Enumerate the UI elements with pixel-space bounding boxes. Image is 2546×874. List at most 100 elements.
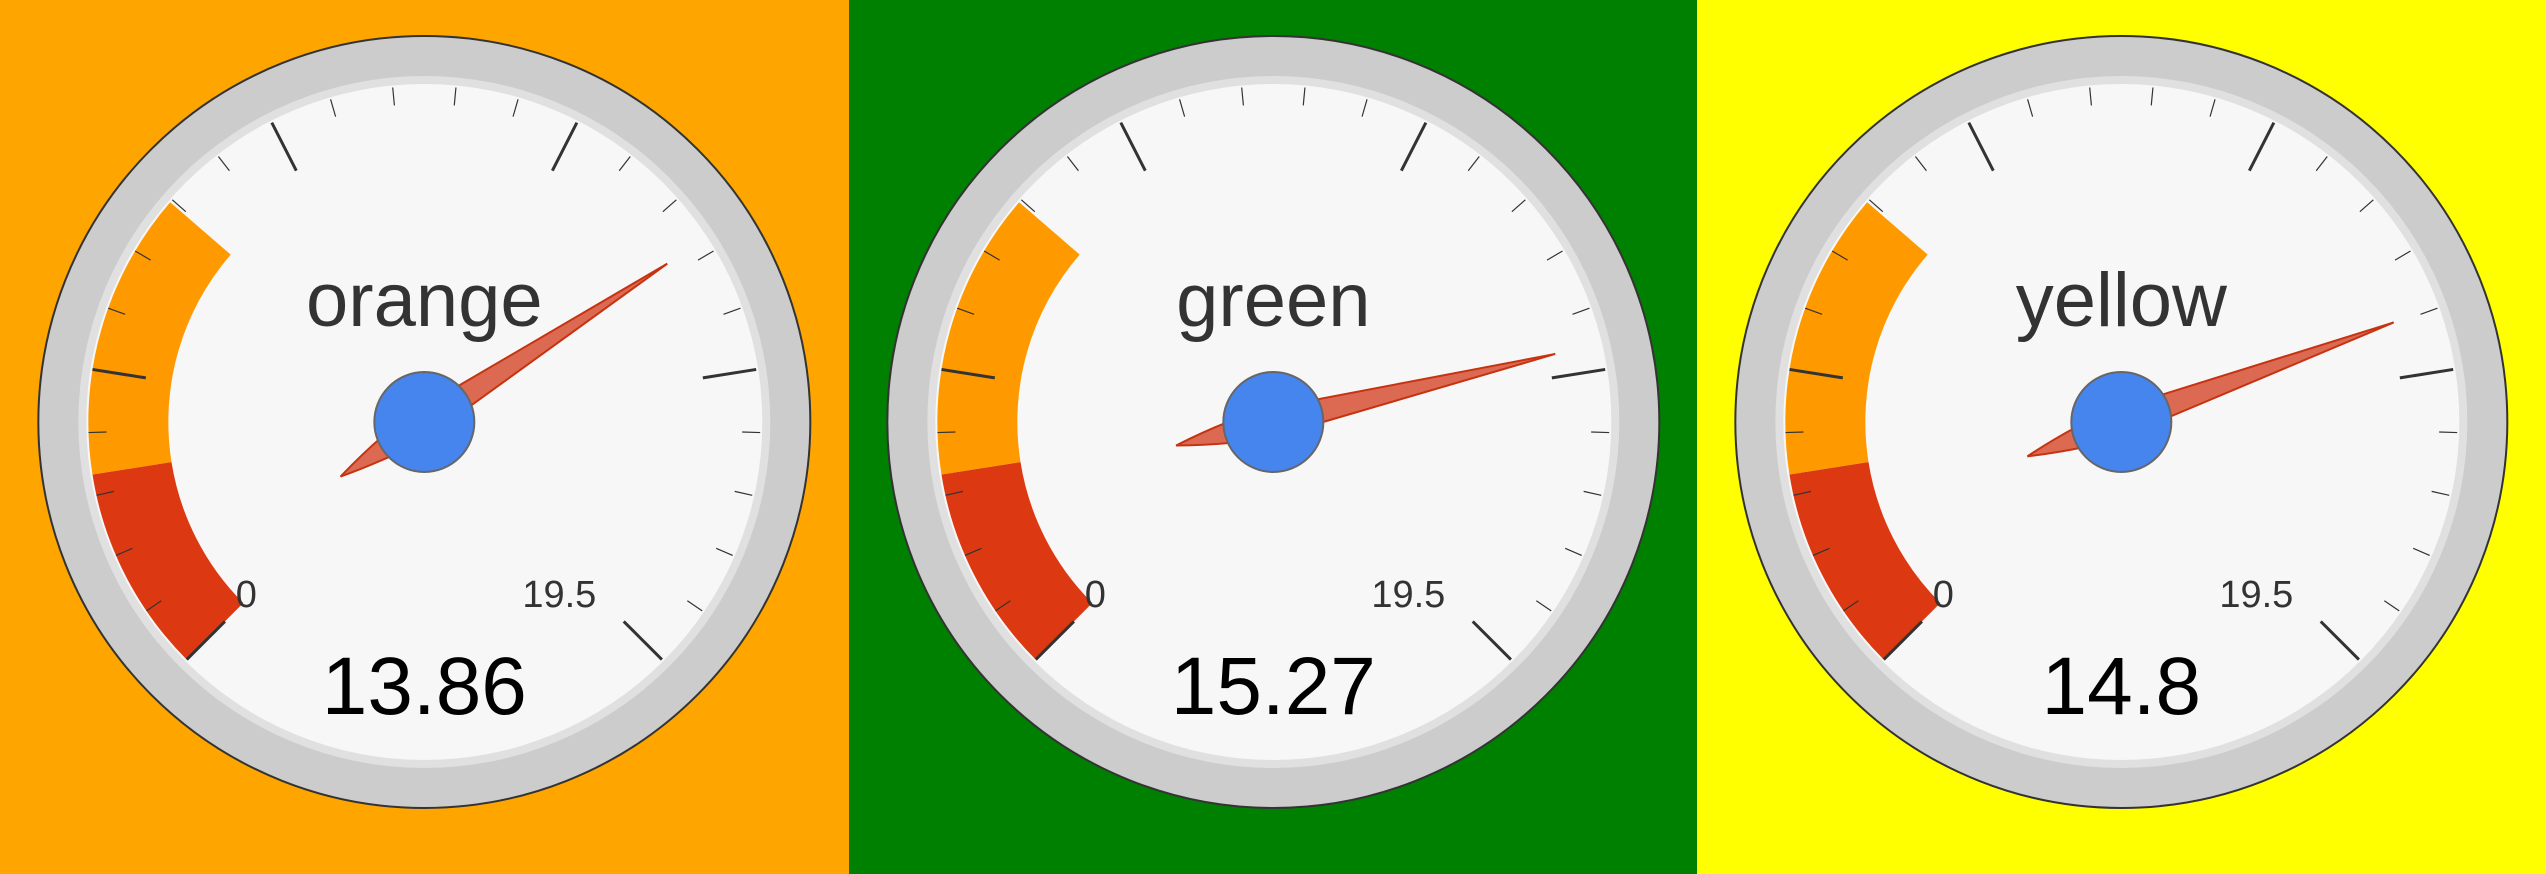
gauge-min-label: 0 <box>1933 574 1954 616</box>
gauge-panel-green: 0 19.5 green 15.27 <box>848 0 1698 874</box>
gauge-minor-tick <box>937 431 956 434</box>
gauge-minor-tick <box>994 600 1011 612</box>
gauge-minor-tick <box>392 87 395 106</box>
gauge-minor-tick <box>88 431 107 434</box>
gauge-max-label: 19.5 <box>2220 574 2294 616</box>
gauge-major-tick <box>270 121 298 172</box>
gauge-minor-tick <box>1361 99 1368 117</box>
gauge-major-tick <box>2399 367 2454 380</box>
gauge-major-tick <box>1471 620 1512 661</box>
gauge-minor-tick <box>2420 307 2438 315</box>
gauge-minor-tick <box>2209 99 2216 117</box>
gauge-orange: 0 19.5 orange 13.86 <box>37 35 812 809</box>
gauge-minor-tick <box>1785 431 1804 434</box>
gauge-min-label: 0 <box>236 574 257 616</box>
gauge-minor-tick <box>964 547 982 556</box>
gauge-minor-tick <box>171 199 187 213</box>
gauge-minor-tick <box>1020 199 1035 213</box>
gauge-minor-tick <box>330 99 337 117</box>
gauge-minor-tick <box>1793 490 1812 496</box>
gauge-minor-tick <box>1583 490 1602 496</box>
gauge-minor-tick <box>662 199 677 213</box>
gauge-minor-tick <box>983 250 1000 261</box>
gauge-minor-tick <box>1467 156 1480 172</box>
gauge-band-0 <box>92 462 244 660</box>
gauge-minor-tick <box>1178 99 1185 117</box>
gauge-minor-tick <box>1302 87 1306 106</box>
gauge-hub <box>2070 371 2173 473</box>
gauge-minor-tick <box>2150 87 2154 106</box>
gauge-label: orange <box>306 258 543 343</box>
gauge-panel-orange: 0 19.5 orange 13.86 <box>0 0 849 874</box>
gauge-minor-tick <box>2359 199 2375 213</box>
gauge-major-tick <box>2248 121 2276 172</box>
gauge-major-tick <box>702 367 757 380</box>
gauge-value: 14.8 <box>2042 641 2202 732</box>
gauge-minor-tick <box>1240 87 1244 106</box>
gauge-band-1 <box>936 202 1080 475</box>
gauge-major-tick <box>1967 121 1995 172</box>
gauge-minor-tick <box>944 490 963 496</box>
gauge-minor-tick <box>1546 250 1563 261</box>
gauge-minor-tick <box>715 547 733 556</box>
gauge-minor-tick <box>686 600 703 612</box>
gauge-major-tick <box>92 367 147 380</box>
gauge-panel-yellow: 0 19.5 yellow 14.8 <box>1697 0 2546 874</box>
gauge-major-tick <box>551 121 579 172</box>
gauge-minor-tick <box>115 547 133 556</box>
gauge-minor-tick <box>734 490 753 496</box>
gauge-major-tick <box>1034 620 1075 661</box>
gauge-label: green <box>1176 258 1370 343</box>
gauge-minor-tick <box>146 600 162 612</box>
gauge-minor-tick <box>2316 156 2329 172</box>
gauge-major-tick <box>1882 620 1924 661</box>
gauge-label: yellow <box>2016 258 2228 343</box>
gauge-minor-tick <box>742 431 761 434</box>
gauge-major-tick <box>1789 367 1844 380</box>
gauge-minor-tick <box>618 156 631 172</box>
gauge-minor-tick <box>134 250 151 261</box>
gauge-green: 0 19.5 green 15.27 <box>885 35 1660 809</box>
gauge-minor-tick <box>1832 250 1849 261</box>
gauge-minor-tick <box>723 307 741 315</box>
gauge-minor-tick <box>1066 156 1079 172</box>
gauge-minor-tick <box>1813 547 1831 556</box>
gauge-minor-tick <box>1564 547 1582 556</box>
gauge-band-0 <box>1789 462 1941 660</box>
gauge-max-label: 19.5 <box>1371 574 1445 616</box>
gauge-band-0 <box>941 462 1092 660</box>
gauge-major-tick <box>940 367 995 380</box>
gauge-major-tick <box>185 620 226 661</box>
gauge-major-tick <box>1399 121 1427 172</box>
gauge-hub <box>1221 371 1324 473</box>
gauge-minor-tick <box>2413 547 2431 556</box>
gauge-band-1 <box>88 202 231 475</box>
gauge-minor-tick <box>1805 307 1823 315</box>
gauge-minor-tick <box>2395 250 2412 261</box>
gauge-minor-tick <box>2431 490 2450 496</box>
gauge-value: 13.86 <box>322 641 527 732</box>
gauge-major-tick <box>622 620 663 661</box>
gauge-minor-tick <box>697 250 714 261</box>
gauge-hub <box>373 371 476 473</box>
gauge-minor-tick <box>1535 600 1552 612</box>
gauge-minor-tick <box>956 307 974 315</box>
gauge-max-label: 19.5 <box>522 574 596 616</box>
gauge-minor-tick <box>2027 99 2034 117</box>
gauge-minor-tick <box>2384 600 2400 612</box>
gauge-minor-tick <box>1915 156 1928 172</box>
gauge-yellow: 0 19.5 yellow 14.8 <box>1734 35 2509 809</box>
gauge-minor-tick <box>107 307 126 315</box>
gauge-minor-tick <box>96 490 115 496</box>
gauge-minor-tick <box>1571 307 1590 315</box>
gauge-value: 15.27 <box>1170 641 1375 732</box>
gauge-band-1 <box>1785 202 1928 475</box>
gauge-major-tick <box>2319 620 2361 661</box>
gauge-minor-tick <box>1511 199 1526 213</box>
gauge-major-tick <box>1119 121 1147 172</box>
gauge-minor-tick <box>2439 431 2458 434</box>
gauge-minor-tick <box>453 87 457 106</box>
gauge-minor-tick <box>1869 199 1884 213</box>
gauge-minor-tick <box>1590 431 1609 434</box>
